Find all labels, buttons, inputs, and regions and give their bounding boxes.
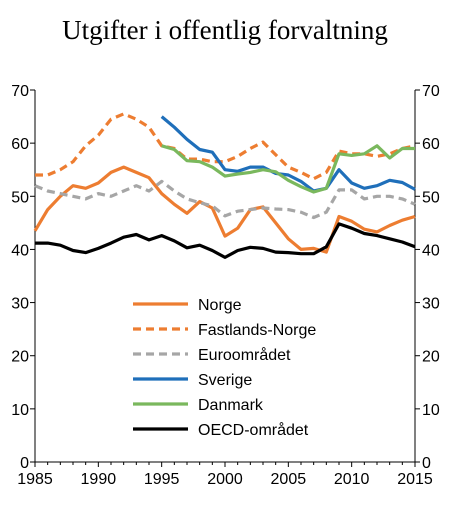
- chart-title: Utgifter i offentlig forvaltning: [62, 15, 388, 45]
- x-tick-label: 2015: [397, 471, 433, 488]
- x-tick-label: 2000: [207, 471, 243, 488]
- y-tick-label-right: 20: [422, 349, 440, 366]
- y-tick-label-right: 60: [422, 136, 440, 153]
- series-line-3: [34, 179, 416, 220]
- legend-label-5: Danmark: [198, 397, 264, 414]
- series-line-2: [35, 112, 416, 181]
- y-tick-label-left: 10: [11, 402, 29, 419]
- legend-label-6: OECD-området: [198, 421, 309, 439]
- series-line-1: [33, 165, 416, 254]
- x-tick-label: 1990: [81, 471, 117, 488]
- x-tick-label: 1995: [144, 471, 180, 488]
- y-tick-label-right: 10: [422, 402, 440, 419]
- ticks-layer: 0 0 10 10 20 20 30 30 40 40 50 50 60 60 70 70 1985 1990 19…: [11, 83, 440, 488]
- x-tick-label: 2010: [334, 471, 370, 488]
- series-line-5: [161, 144, 415, 194]
- legend-label-3: Euroområdet: [198, 346, 291, 364]
- y-tick-label-left: 20: [11, 349, 29, 366]
- series-line-4: [160, 115, 416, 193]
- y-tick-label-right: 30: [422, 296, 440, 313]
- legend-label-1: Norge: [198, 297, 242, 314]
- y-tick-label-left: 30: [11, 296, 29, 313]
- legend: Norge Fastlands-Norge Euroområdet Sverige Da…: [133, 297, 316, 439]
- y-tick-label-left: 70: [11, 83, 29, 100]
- y-tick-label-left: 40: [11, 242, 29, 259]
- legend-label-2: Fastlands-Norge: [198, 322, 316, 339]
- y-tick-label-left: 60: [11, 136, 29, 153]
- y-tick-label-right: 70: [422, 83, 440, 100]
- y-tick-label-left: 0: [20, 455, 29, 472]
- y-tick-label-right: 50: [422, 189, 440, 206]
- legend-label-4: Sverige: [198, 372, 252, 389]
- x-tick-label: 1985: [17, 471, 53, 488]
- y-tick-label-left: 50: [11, 189, 29, 206]
- series-layer: [33, 112, 416, 259]
- series-line-6: [35, 222, 416, 259]
- x-tick-label: 2005: [271, 471, 307, 488]
- y-tick-label-right: 0: [422, 455, 431, 472]
- y-tick-label-right: 40: [422, 242, 440, 259]
